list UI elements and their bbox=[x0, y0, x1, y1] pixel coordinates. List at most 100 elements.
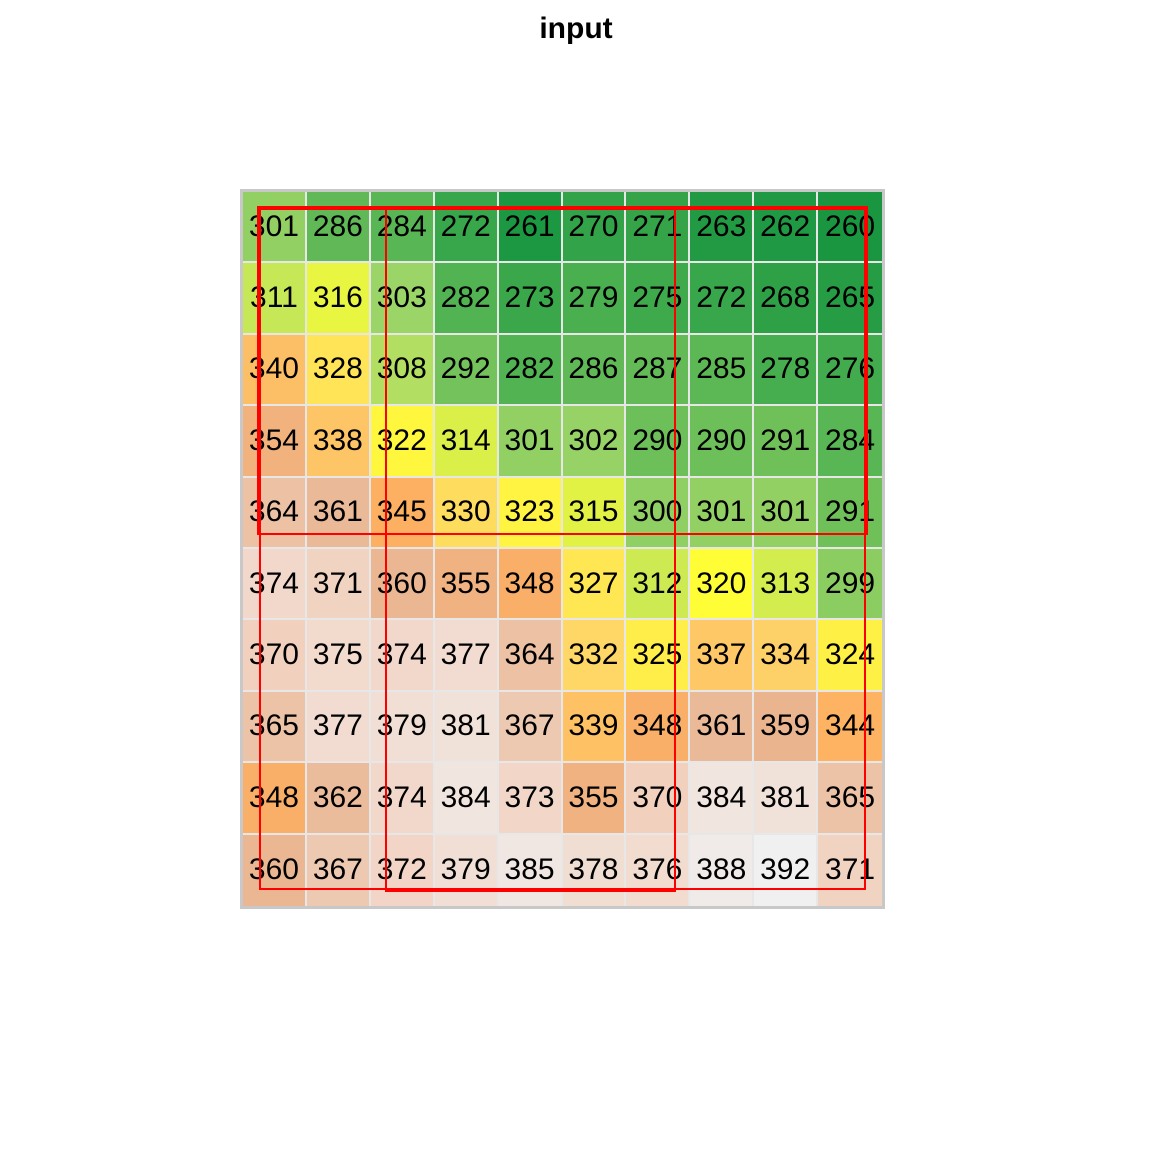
heatmap-cell-value: 348 bbox=[505, 567, 555, 601]
heatmap-cell-value: 265 bbox=[825, 281, 875, 315]
heatmap-cell: 362 bbox=[307, 763, 371, 834]
heatmap-cell-value: 379 bbox=[377, 709, 427, 743]
heatmap-cell: 376 bbox=[626, 835, 690, 906]
heatmap-cell-value: 271 bbox=[632, 210, 682, 244]
heatmap-cell-value: 378 bbox=[568, 853, 618, 887]
heatmap-cell-value: 361 bbox=[696, 709, 746, 743]
heatmap-cell: 340 bbox=[243, 335, 307, 406]
heatmap-cell: 374 bbox=[371, 763, 435, 834]
heatmap-cell: 271 bbox=[626, 192, 690, 263]
heatmap-cell-value: 367 bbox=[505, 709, 555, 743]
heatmap-cell-value: 302 bbox=[568, 424, 618, 458]
heatmap-cell-value: 377 bbox=[313, 709, 363, 743]
heatmap-cell: 260 bbox=[818, 192, 882, 263]
heatmap-cell: 301 bbox=[243, 192, 307, 263]
heatmap-cell: 355 bbox=[435, 549, 499, 620]
heatmap-cell-value: 262 bbox=[760, 210, 810, 244]
heatmap-cell-value: 372 bbox=[377, 853, 427, 887]
heatmap-cell: 379 bbox=[371, 692, 435, 763]
heatmap-cell: 371 bbox=[818, 835, 882, 906]
heatmap-cell: 375 bbox=[307, 620, 371, 691]
heatmap-cell: 301 bbox=[754, 478, 818, 549]
heatmap-cell-value: 272 bbox=[441, 210, 491, 244]
heatmap-cell-value: 374 bbox=[377, 638, 427, 672]
heatmap-cell: 279 bbox=[563, 263, 627, 334]
heatmap-cell-value: 375 bbox=[313, 638, 363, 672]
heatmap-cell: 299 bbox=[818, 549, 882, 620]
heatmap-cell: 320 bbox=[690, 549, 754, 620]
heatmap-cell: 372 bbox=[371, 835, 435, 906]
heatmap-cell: 384 bbox=[690, 763, 754, 834]
heatmap-cell-value: 300 bbox=[632, 495, 682, 529]
heatmap-cell: 339 bbox=[563, 692, 627, 763]
heatmap-cell: 374 bbox=[371, 620, 435, 691]
heatmap-cell: 328 bbox=[307, 335, 371, 406]
heatmap-cell-value: 338 bbox=[313, 424, 363, 458]
heatmap-cell: 287 bbox=[626, 335, 690, 406]
heatmap-cell-value: 278 bbox=[760, 352, 810, 386]
heatmap-cell-value: 384 bbox=[441, 781, 491, 815]
heatmap-cell-value: 337 bbox=[696, 638, 746, 672]
heatmap-cell-value: 332 bbox=[568, 638, 618, 672]
heatmap-cell: 365 bbox=[818, 763, 882, 834]
heatmap-cell: 290 bbox=[626, 406, 690, 477]
heatmap-cell: 262 bbox=[754, 192, 818, 263]
heatmap-cell: 302 bbox=[563, 406, 627, 477]
heatmap-cell-value: 316 bbox=[313, 281, 363, 315]
heatmap-cell-value: 365 bbox=[249, 709, 299, 743]
heatmap-cell-value: 301 bbox=[249, 210, 299, 244]
heatmap-cell: 285 bbox=[690, 335, 754, 406]
heatmap-cell: 308 bbox=[371, 335, 435, 406]
heatmap-cell-value: 323 bbox=[505, 495, 555, 529]
heatmap-cell-value: 322 bbox=[377, 424, 427, 458]
heatmap-cell-value: 371 bbox=[313, 567, 363, 601]
heatmap-cell: 334 bbox=[754, 620, 818, 691]
heatmap-cell: 300 bbox=[626, 478, 690, 549]
heatmap-cell-value: 330 bbox=[441, 495, 491, 529]
heatmap-cell: 292 bbox=[435, 335, 499, 406]
heatmap-cell: 291 bbox=[754, 406, 818, 477]
heatmap-cell: 322 bbox=[371, 406, 435, 477]
heatmap-cell-value: 287 bbox=[632, 352, 682, 386]
heatmap-cell: 384 bbox=[435, 763, 499, 834]
heatmap-cell-value: 370 bbox=[632, 781, 682, 815]
heatmap-cell: 275 bbox=[626, 263, 690, 334]
heatmap-cell: 261 bbox=[499, 192, 563, 263]
heatmap-cell-value: 370 bbox=[249, 638, 299, 672]
heatmap-cell-value: 362 bbox=[313, 781, 363, 815]
heatmap-cell-value: 314 bbox=[441, 424, 491, 458]
heatmap-cell: 377 bbox=[307, 692, 371, 763]
heatmap-cell: 272 bbox=[690, 263, 754, 334]
heatmap-cell: 378 bbox=[563, 835, 627, 906]
heatmap-cell: 312 bbox=[626, 549, 690, 620]
heatmap-cell-value: 313 bbox=[760, 567, 810, 601]
heatmap-cell: 365 bbox=[243, 692, 307, 763]
heatmap-cell: 291 bbox=[818, 478, 882, 549]
chart-title: input bbox=[0, 12, 1152, 46]
heatmap-cell: 381 bbox=[435, 692, 499, 763]
heatmap-cell: 355 bbox=[563, 763, 627, 834]
heatmap-cell: 359 bbox=[754, 692, 818, 763]
heatmap-cell: 278 bbox=[754, 335, 818, 406]
heatmap-cell: 273 bbox=[499, 263, 563, 334]
heatmap-cell: 367 bbox=[307, 835, 371, 906]
heatmap-cell-value: 364 bbox=[505, 638, 555, 672]
heatmap-cell-value: 320 bbox=[696, 567, 746, 601]
heatmap-cell-value: 284 bbox=[825, 424, 875, 458]
heatmap-cell-value: 360 bbox=[249, 853, 299, 887]
heatmap-cell-value: 360 bbox=[377, 567, 427, 601]
heatmap-cell-value: 365 bbox=[825, 781, 875, 815]
heatmap-cell-value: 374 bbox=[249, 567, 299, 601]
heatmap-cell: 371 bbox=[307, 549, 371, 620]
heatmap-cell-value: 355 bbox=[441, 567, 491, 601]
heatmap-cell: 354 bbox=[243, 406, 307, 477]
heatmap-cell-value: 303 bbox=[377, 281, 427, 315]
heatmap-cell: 263 bbox=[690, 192, 754, 263]
heatmap-cell: 370 bbox=[626, 763, 690, 834]
heatmap-cell-value: 359 bbox=[760, 709, 810, 743]
heatmap-cell-value: 263 bbox=[696, 210, 746, 244]
heatmap-cell: 344 bbox=[818, 692, 882, 763]
heatmap-cell-value: 327 bbox=[568, 567, 618, 601]
heatmap-cell: 311 bbox=[243, 263, 307, 334]
heatmap-cell: 348 bbox=[626, 692, 690, 763]
